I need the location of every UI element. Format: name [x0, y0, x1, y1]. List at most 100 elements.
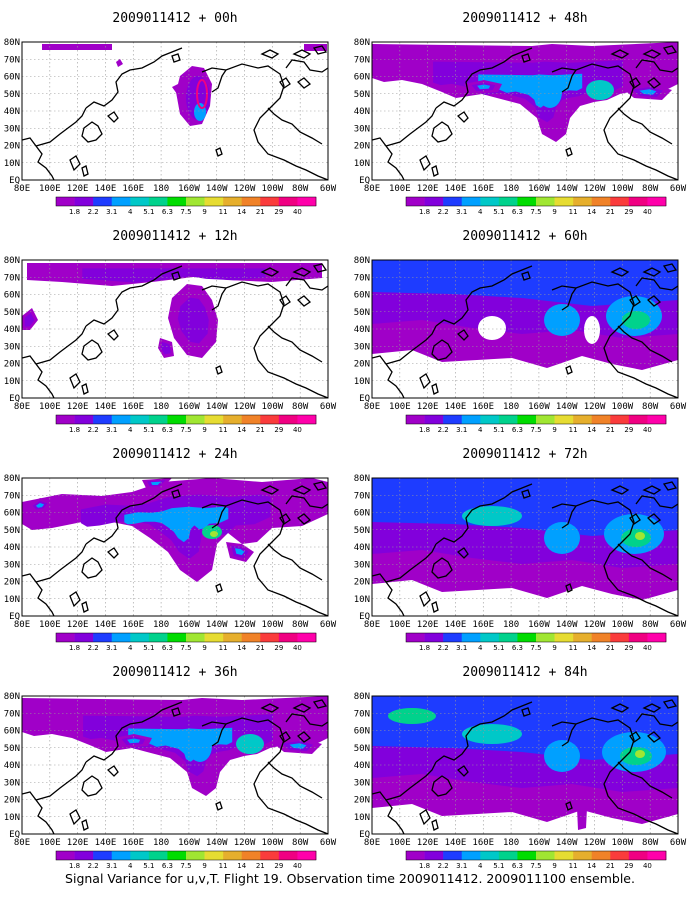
lon-label: 60W	[670, 620, 687, 630]
lat-label: EQ	[9, 176, 20, 186]
coastline	[642, 703, 662, 713]
colorbar-label: 3.1	[106, 644, 117, 652]
coastline	[260, 267, 280, 277]
coastline	[642, 267, 662, 277]
lon-label: 100W	[262, 838, 284, 848]
colorbar-label: 1.8	[69, 208, 80, 216]
colorbar-label: 29	[274, 426, 283, 434]
lon-label: 140E	[445, 838, 467, 848]
coastline	[642, 485, 662, 495]
colorbar-swatch	[186, 633, 205, 642]
lon-label: 60W	[670, 838, 687, 848]
coastline	[296, 77, 312, 89]
lon-label: 160W	[178, 620, 200, 630]
coastline	[431, 383, 439, 395]
map-panel-p36: 2009011412 + 36h 80N 70N 60N 50N 40N 30N 20N 10N…	[4, 665, 337, 870]
panel-title: 2009011412 + 72h	[462, 447, 587, 462]
coastline	[551, 717, 678, 834]
shade-region	[477, 84, 491, 90]
lat-label: 80N	[354, 256, 370, 266]
coastline	[617, 761, 673, 799]
colorbar-label: 14	[237, 426, 246, 434]
lat-label: 30N	[4, 342, 20, 352]
colorbar-swatch	[647, 633, 667, 642]
coastline	[279, 731, 291, 743]
colorbar-label: 29	[274, 644, 283, 652]
lat-label: EQ	[9, 394, 20, 404]
colorbar-swatch	[610, 415, 630, 424]
colorbar-swatch	[573, 197, 593, 206]
coastline	[85, 47, 183, 109]
colorbar-swatch	[406, 415, 425, 424]
colorbar-swatch	[610, 197, 630, 206]
lat-label: 70N	[354, 55, 370, 65]
colorbar-label: 3.1	[456, 862, 467, 870]
shade-region	[478, 316, 506, 340]
colorbar-label: 7.5	[530, 644, 541, 652]
map-frame	[21, 477, 329, 617]
lon-label: 60W	[320, 402, 337, 412]
coastline	[22, 355, 55, 398]
lon-label: 160E	[472, 184, 494, 194]
colorbar-swatch	[93, 197, 113, 206]
colorbar-label: 11	[219, 644, 228, 652]
lon-label: 100E	[39, 838, 61, 848]
lat-label: 20N	[4, 360, 20, 370]
colorbar-label: 2.2	[438, 426, 449, 434]
variance-field	[372, 260, 678, 398]
lon-label: 80W	[642, 838, 659, 848]
shade-region	[577, 808, 587, 830]
coastline	[610, 267, 630, 277]
map-panel-p84: 2009011412 + 84h 80N 70N 60N 50N 40N 30N 20N 10N…	[354, 665, 687, 870]
variance-field	[22, 696, 328, 834]
coastline	[211, 287, 227, 311]
lat-label: 40N	[354, 761, 370, 771]
coastline	[646, 77, 662, 89]
lat-label: 80N	[354, 474, 370, 484]
colorbar-swatch	[554, 415, 574, 424]
map-panel-p60: 2009011412 + 60h 80N 70N 60N 50N 40N 30N 20N 10N…	[354, 229, 687, 434]
coastline	[296, 731, 312, 743]
lon-label: 80W	[292, 402, 309, 412]
colorbar-label: 21	[256, 862, 265, 870]
colorbar-swatch	[167, 633, 187, 642]
coastline	[292, 485, 312, 495]
lat-label: 80N	[354, 38, 370, 48]
colorbar-swatch	[424, 415, 444, 424]
colorbar-swatch	[536, 633, 555, 642]
colorbar-label: 7.5	[180, 862, 191, 870]
colorbar-label: 6.3	[162, 644, 173, 652]
colorbar-swatch	[424, 851, 444, 860]
colorbar-swatch	[406, 851, 425, 860]
shade-region	[372, 478, 678, 536]
lon-label: 140W	[206, 402, 228, 412]
lon-label: 160E	[472, 402, 494, 412]
colorbar-label: 1.8	[69, 426, 80, 434]
colorbar-swatch	[517, 197, 537, 206]
colorbar-label: 9	[202, 644, 206, 652]
colorbar-swatch	[610, 851, 630, 860]
colorbar-frame	[405, 850, 667, 861]
lon-label: 160W	[528, 620, 550, 630]
colorbar-label: 14	[587, 644, 596, 652]
colorbar-swatch	[186, 415, 205, 424]
colorbar-label: 9	[552, 208, 556, 216]
colorbar-label: 9	[552, 426, 556, 434]
colorbar-label: 40	[643, 862, 652, 870]
lat-label: 60N	[4, 727, 20, 737]
colorbar-swatch	[554, 633, 574, 642]
coastline	[215, 583, 223, 593]
colorbar-label: 3.1	[106, 862, 117, 870]
colorbar-swatch	[480, 633, 500, 642]
coastline	[646, 295, 662, 307]
shade-region	[82, 268, 266, 283]
coastline	[106, 547, 119, 559]
shade-region	[210, 531, 218, 537]
coastline	[617, 107, 673, 145]
colorbar-swatch	[591, 197, 611, 206]
lon-label: 60W	[320, 620, 337, 630]
colorbar-label: 7.5	[530, 426, 541, 434]
colorbar-label: 9	[552, 862, 556, 870]
coastline	[35, 543, 87, 583]
colorbar-swatch	[573, 633, 593, 642]
